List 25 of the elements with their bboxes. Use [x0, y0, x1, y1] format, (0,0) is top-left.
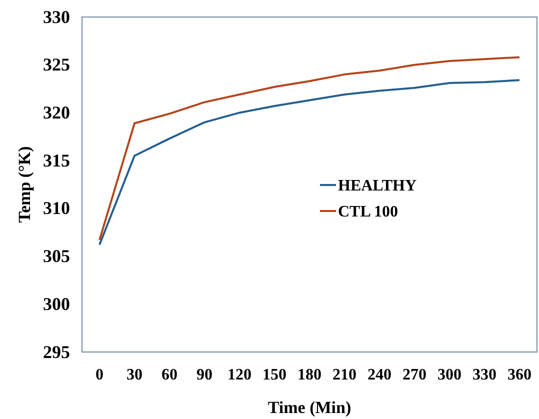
x-tick-label: 30 — [126, 366, 142, 384]
x-tick-label: 60 — [162, 366, 178, 384]
x-tick-label: 150 — [262, 366, 286, 384]
legend-label: HEALTHY — [338, 178, 417, 195]
x-tick-label: 0 — [96, 366, 104, 384]
x-tick-label: 180 — [298, 366, 322, 384]
y-tick-label: 315 — [43, 150, 70, 170]
y-tick-label: 300 — [43, 294, 70, 314]
legend-label: CTL 100 — [338, 204, 398, 221]
y-tick-label: 330 — [43, 6, 70, 27]
x-tick-label: 210 — [332, 366, 356, 384]
x-tick-label: 120 — [228, 366, 252, 384]
x-tick-label: 270 — [402, 366, 426, 384]
x-tick-label: 90 — [196, 366, 212, 384]
x-axis-title: Time (Min) — [268, 398, 352, 417]
y-tick-label: 325 — [43, 54, 70, 75]
x-tick-label: 300 — [438, 366, 462, 384]
x-tick-label: 240 — [368, 366, 392, 384]
x-tick-label: 330 — [472, 366, 496, 384]
y-tick-label: 310 — [43, 198, 70, 218]
y-axis-title: Temp (°K) — [15, 146, 34, 223]
y-tick-label: 305 — [43, 246, 70, 266]
y-tick-label: 295 — [43, 342, 70, 362]
x-tick-label: 360 — [508, 366, 532, 384]
y-tick-label: 320 — [43, 102, 70, 122]
